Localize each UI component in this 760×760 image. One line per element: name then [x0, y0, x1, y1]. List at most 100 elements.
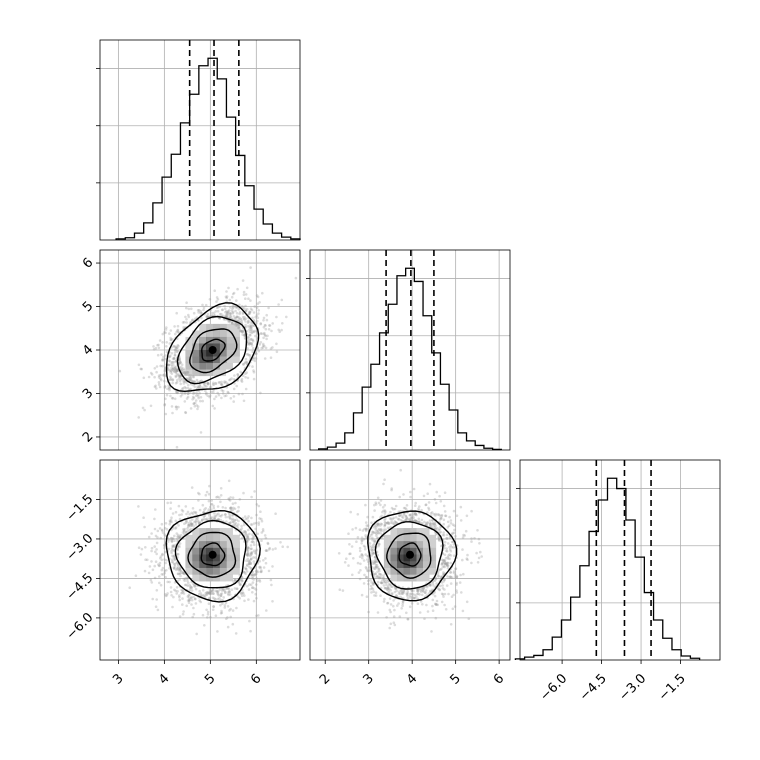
scatter-point — [216, 597, 220, 601]
scatter-point — [459, 505, 463, 509]
scatter-point — [384, 521, 388, 525]
scatter-point — [170, 549, 173, 553]
scatter-point — [341, 589, 345, 592]
scatter-point — [408, 594, 412, 598]
scatter-point — [211, 383, 215, 386]
scatter-point — [175, 369, 178, 373]
scatter-point — [169, 590, 173, 594]
scatter-point — [201, 503, 205, 507]
scatter-point — [185, 301, 188, 305]
scatter-point — [467, 617, 471, 620]
scatter-point — [381, 510, 384, 514]
scatter-point — [263, 344, 266, 348]
scatter-point — [235, 606, 238, 610]
scatter-point — [243, 334, 247, 337]
scatter-point — [379, 529, 382, 532]
scatter-point — [427, 506, 430, 510]
scatter-point — [182, 592, 186, 595]
scatter-point — [416, 589, 420, 593]
scatter-point — [255, 569, 258, 572]
scatter-point — [243, 336, 247, 340]
scatter-point — [192, 582, 195, 586]
scatter-point — [434, 577, 438, 581]
scatter-point — [247, 598, 250, 601]
scatter-point — [373, 540, 377, 543]
scatter-point — [200, 520, 203, 523]
scatter-point — [184, 505, 188, 508]
scatter-point — [440, 567, 443, 571]
scatter-point — [436, 587, 440, 590]
scatter-point — [160, 558, 164, 562]
scatter-point — [173, 539, 176, 542]
scatter-point — [173, 370, 176, 374]
scatter-point — [175, 311, 178, 315]
scatter-point — [416, 590, 420, 593]
scatter-point — [246, 547, 249, 550]
scatter-point — [426, 522, 430, 525]
scatter-point — [271, 548, 275, 551]
scatter-point — [249, 321, 253, 324]
scatter-point — [220, 598, 223, 602]
scatter-point — [446, 564, 449, 568]
scatter-point — [199, 311, 202, 315]
scatter-point — [203, 517, 206, 521]
scatter-point — [414, 512, 418, 515]
scatter-point — [438, 588, 441, 591]
scatter-point — [429, 583, 432, 587]
scatter-point — [405, 611, 408, 615]
scatter-point — [446, 561, 449, 565]
scatter-point — [358, 555, 362, 558]
scatter-point — [174, 370, 178, 374]
scatter-point — [258, 565, 261, 569]
scatter-point — [158, 385, 162, 389]
scatter-point — [374, 567, 377, 571]
scatter-point — [389, 622, 393, 626]
scatter-point — [421, 587, 425, 591]
scatter-point — [383, 478, 386, 482]
scatter-point — [181, 571, 184, 575]
scatter-point — [189, 387, 192, 391]
scatter-point — [476, 561, 480, 564]
scatter-point — [191, 395, 195, 399]
scatter-point — [253, 573, 256, 576]
scatter-point — [412, 512, 416, 516]
scatter-point — [226, 625, 230, 629]
scatter-point — [141, 406, 145, 410]
scatter-point — [444, 562, 447, 566]
scatter-point — [442, 571, 445, 574]
scatter-point — [405, 508, 408, 511]
scatter-point — [191, 615, 194, 619]
scatter-point — [218, 317, 222, 320]
scatter-point — [446, 561, 450, 565]
scatter-point — [177, 405, 180, 409]
scatter-point — [373, 542, 376, 545]
scatter-point — [155, 370, 158, 374]
scatter-point — [225, 310, 228, 313]
scatter-point — [372, 526, 376, 529]
scatter-point — [400, 607, 404, 610]
scatter-point — [477, 556, 481, 560]
scatter-point — [216, 593, 220, 596]
scatter-point — [431, 519, 434, 522]
scatter-point — [418, 611, 422, 614]
scatter-point — [220, 312, 223, 316]
scatter-point — [194, 511, 197, 515]
scatter-point — [442, 558, 446, 562]
scatter-point — [182, 577, 186, 581]
scatter-point — [249, 334, 252, 337]
scatter-point — [421, 603, 424, 606]
scatter-point — [265, 609, 268, 612]
scatter-point — [401, 591, 404, 594]
scatter-point — [258, 560, 262, 563]
scatter-point — [377, 522, 381, 526]
scatter-point — [400, 592, 404, 595]
scatter-point — [216, 298, 220, 301]
scatter-point — [250, 344, 254, 347]
scatter-point — [165, 350, 169, 354]
scatter-point — [240, 580, 244, 583]
scatter-point — [222, 588, 226, 591]
scatter-point — [441, 584, 444, 587]
scatter-point — [376, 531, 380, 534]
x-tick-label: 4 — [404, 671, 420, 687]
